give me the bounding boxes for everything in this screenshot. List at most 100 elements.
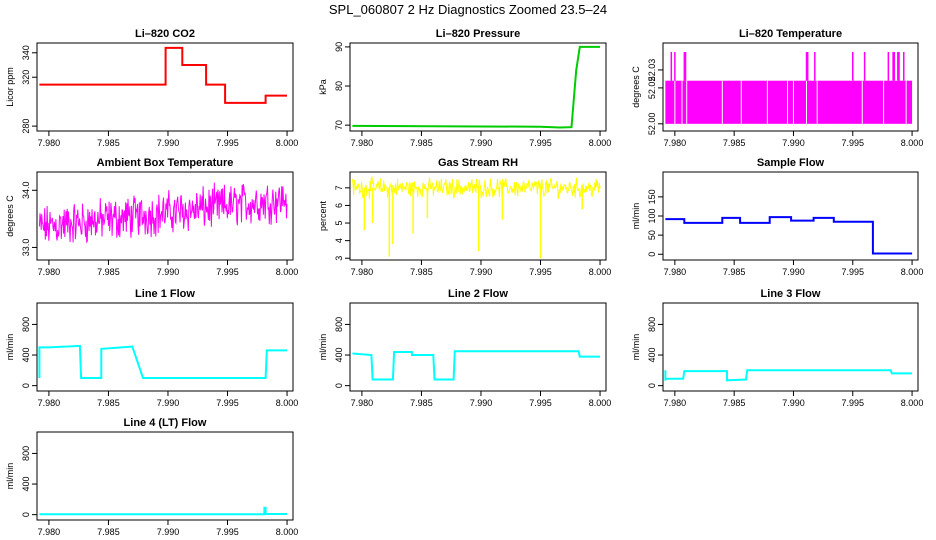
panel-title: Line 4 (LT) Flow [124,417,207,429]
y-tick-label: 340 [21,45,31,60]
panel-3: Li–820 Temperature 7.980 7.985 7.990 7.995 8.… [631,28,923,148]
x-tick-label: 7.995 [529,138,552,148]
panel-frame [662,302,919,392]
x-tick-label: 7.995 [842,267,865,277]
x-tick-label: 7.985 [723,138,746,148]
x-tick-label: 7.980 [38,398,61,408]
panel-title: Li–820 Pressure [436,28,520,40]
x-tick-label: 7.995 [842,138,865,148]
x-tick-label: 7.990 [782,267,805,277]
y-tick-label: 70 [334,120,344,130]
x-tick-label: 7.995 [216,138,239,148]
x-tick-label: 7.980 [38,267,61,277]
y-axis-label: percent [318,200,328,231]
x-tick-label: 7.990 [157,138,180,148]
series-line [38,344,287,379]
x-tick-label: 7.985 [410,267,433,277]
panel-10: Line 4 (LT) Flow 7.980 7.985 7.990 7.995 8.00… [5,417,298,537]
x-tick-label: 8.000 [276,138,299,148]
panel-title: Ambient Box Temperature [97,157,234,169]
x-tick-label: 7.985 [723,267,746,277]
x-tick-label: 8.000 [589,138,612,148]
y-tick-label: 800 [21,317,31,332]
panel-frame [662,42,919,132]
panel-frame [349,42,607,132]
panel-frame [36,42,294,132]
panel-frame [36,431,294,521]
y-tick-label: 5 [334,221,344,226]
series-line [39,506,287,516]
x-tick-label: 8.000 [276,527,299,537]
y-axis-label: ml/min [5,463,15,490]
series [39,46,287,104]
panel-2: Li–820 Pressure 7.980 7.985 7.990 7.995 8.000… [318,28,611,148]
panel-9: Line 3 Flow 7.980 7.985 7.990 7.995 8.000 0 400… [631,288,923,408]
x-tick-label: 8.000 [589,267,612,277]
y-tick-label: 50 [647,230,657,240]
y-tick-label: 0 [21,383,31,388]
figure-title: SPL_060807 2 Hz Diagnostics Zoomed 23.5–… [328,2,608,17]
panel-8: Line 2 Flow 7.980 7.985 7.990 7.995 8.000 0 400… [318,288,611,408]
x-tick-label: 7.990 [782,398,805,408]
series [39,506,287,516]
y-tick-label: 150 [647,189,657,204]
panel-title: Sample Flow [757,157,825,169]
x-tick-label: 7.995 [842,398,865,408]
y-axis-label: ml/min [631,203,641,230]
y-tick-label: 800 [21,446,31,461]
x-tick-label: 7.990 [157,267,180,277]
y-tick-label: 80 [334,81,344,91]
y-tick-label: 320 [21,70,31,85]
x-tick-label: 8.000 [276,267,299,277]
x-tick-label: 7.995 [216,398,239,408]
x-tick-label: 7.995 [216,267,239,277]
x-tick-label: 7.980 [351,398,374,408]
y-axis-label: Licor ppm [5,67,15,107]
x-tick-label: 7.990 [157,398,180,408]
y-tick-label: 34.0 [21,182,31,200]
y-tick-label: 0 [21,512,31,517]
y-tick-label: 400 [334,348,344,363]
panel-title: Line 2 Flow [448,288,508,300]
x-tick-label: 7.980 [351,138,374,148]
panel-frame [662,171,919,261]
x-tick-label: 7.990 [470,267,493,277]
x-tick-label: 7.980 [38,138,61,148]
panel-title: Line 1 Flow [135,288,195,300]
y-tick-label: 400 [21,477,31,492]
y-axis-label: ml/min [318,334,328,361]
series-line [352,350,600,381]
y-tick-label: 3 [334,256,344,261]
y-tick-label: 52.00 [647,113,657,136]
x-tick-label: 7.985 [97,527,120,537]
x-tick-label: 7.995 [529,398,552,408]
x-tick-label: 7.990 [782,138,805,148]
series-line [664,369,913,382]
x-tick-label: 7.980 [664,398,687,408]
panel-frame [36,302,294,392]
x-tick-label: 7.985 [97,267,120,277]
x-tick-label: 7.980 [351,267,374,277]
series-line [39,46,287,104]
y-axis-label: kPa [318,79,328,95]
panel-frame [36,171,294,261]
y-tick-label: 800 [334,317,344,332]
series [352,350,600,381]
series-line [351,175,601,200]
series-line [38,182,288,244]
panel-title: Gas Stream RH [438,157,518,169]
x-tick-label: 7.985 [723,398,746,408]
series [352,45,600,129]
series [665,51,913,124]
x-tick-label: 7.985 [410,138,433,148]
panel-4: Ambient Box Temperature 7.980 7.985 7.990 7.… [5,157,298,277]
series [351,175,601,259]
y-tick-label: 400 [647,348,657,363]
y-tick-label: 7 [334,185,344,190]
series-line [665,216,913,255]
x-tick-label: 7.990 [157,527,180,537]
x-tick-label: 7.990 [470,398,493,408]
panel-frame [349,171,607,261]
series-band [665,80,913,124]
